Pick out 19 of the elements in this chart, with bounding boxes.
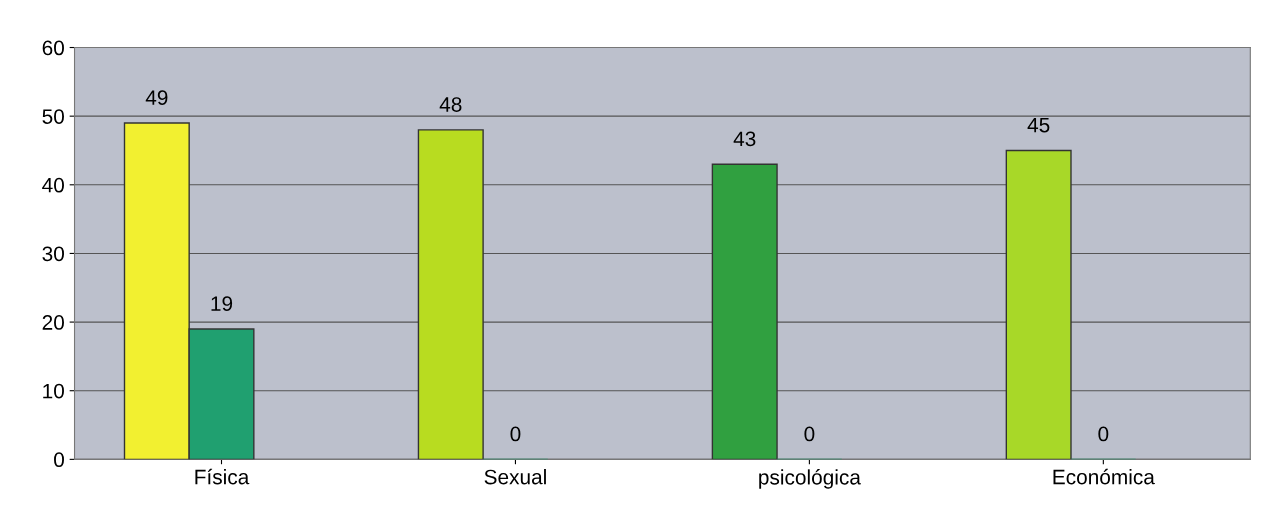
x-tick-label: Económica: [1053, 468, 1155, 485]
data-label: 0: [510, 426, 521, 442]
data-label: 48: [439, 97, 462, 112]
data-label: 19: [211, 296, 233, 311]
data-label: 0: [1098, 426, 1109, 442]
data-label: 43: [733, 131, 756, 147]
x-tick-label: Sexual: [484, 469, 546, 485]
x-tick-label: psicológica: [759, 469, 861, 489]
y-tick-label: 0: [54, 452, 64, 468]
y-tick-label: 10: [43, 383, 64, 399]
y-tick-label: 60: [42, 40, 64, 56]
y-tick-label: 50: [42, 109, 64, 124]
y-tick-label: 40: [42, 177, 64, 193]
data-label: 0: [804, 426, 815, 442]
data-label: 49: [145, 90, 168, 106]
data-label: 45: [1027, 117, 1050, 133]
x-tick-label: Física: [195, 468, 250, 485]
y-tick-label: 20: [42, 315, 64, 330]
y-tick-label: 30: [42, 246, 64, 262]
